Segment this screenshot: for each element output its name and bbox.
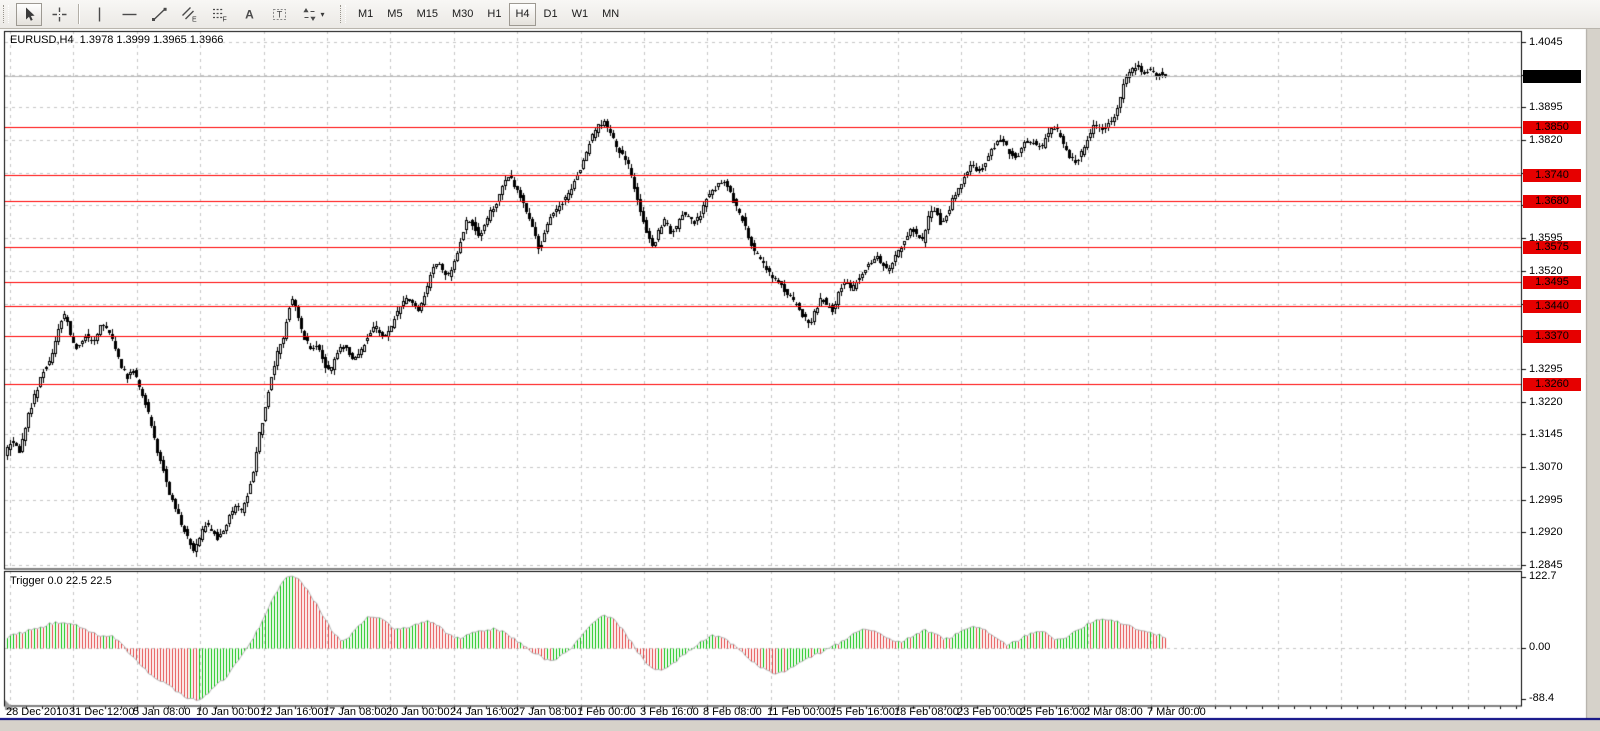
equidistant-channel-icon: E bbox=[181, 6, 197, 23]
svg-text:T: T bbox=[276, 9, 282, 19]
trend-line-icon bbox=[151, 7, 167, 21]
tool-arrows-button[interactable]: ▾ bbox=[296, 3, 330, 26]
tool-equidistant-channel-button[interactable]: E bbox=[176, 3, 202, 26]
cursor-icon bbox=[25, 7, 35, 21]
text-label-icon: T bbox=[272, 8, 286, 20]
timeframe-m1-button[interactable]: M1 bbox=[352, 3, 379, 26]
tool-crosshair-button[interactable] bbox=[46, 3, 72, 26]
toolbar-grip[interactable] bbox=[3, 5, 9, 23]
text-icon: A bbox=[245, 7, 254, 21]
timeframe-h4-button[interactable]: H4 bbox=[509, 2, 536, 26]
tool-text-label-button[interactable]: T bbox=[266, 3, 292, 26]
timeframe-m15-button[interactable]: M15 bbox=[411, 3, 444, 26]
timeframe-d1-button[interactable]: D1 bbox=[538, 3, 564, 26]
svg-text:A: A bbox=[245, 7, 254, 21]
timeframe-mn-button[interactable]: MN bbox=[596, 3, 625, 26]
tool-trend-line-button[interactable] bbox=[146, 3, 172, 26]
timeframe-w1-button[interactable]: W1 bbox=[566, 3, 595, 26]
tool-text-button[interactable]: A bbox=[236, 3, 262, 26]
tool-fibonacci-button[interactable]: F bbox=[206, 3, 232, 26]
svg-text:F: F bbox=[222, 16, 226, 23]
arrows-icon bbox=[303, 7, 317, 21]
crosshair-icon bbox=[52, 7, 66, 21]
tool-horizontal-line-button[interactable] bbox=[116, 3, 142, 26]
timeframe-group: M1 M5 M15 M30 H1 H4 D1 W1 MN bbox=[351, 2, 626, 26]
toolbar: E F A T ▾ M1 M5 M15 M30 H1 H4 D1 W1 MN bbox=[0, 0, 1600, 29]
horizontal-line-icon bbox=[122, 13, 136, 15]
tool-cursor-button[interactable] bbox=[16, 2, 42, 26]
timeframe-toolbar-grip[interactable] bbox=[340, 5, 346, 23]
svg-text:E: E bbox=[192, 16, 197, 23]
timeframe-m30-button[interactable]: M30 bbox=[446, 3, 479, 26]
timeframe-h1-button[interactable]: H1 bbox=[481, 3, 507, 26]
vertical-line-icon bbox=[98, 7, 100, 21]
toolbar-separator bbox=[78, 4, 80, 24]
drawing-tools-group: E F A T ▾ bbox=[14, 2, 332, 26]
timeframe-m5-button[interactable]: M5 bbox=[381, 3, 408, 26]
tool-vertical-line-button[interactable] bbox=[86, 3, 112, 26]
chevron-down-icon[interactable]: ▾ bbox=[320, 9, 325, 19]
fibonacci-icon: F bbox=[212, 8, 226, 23]
